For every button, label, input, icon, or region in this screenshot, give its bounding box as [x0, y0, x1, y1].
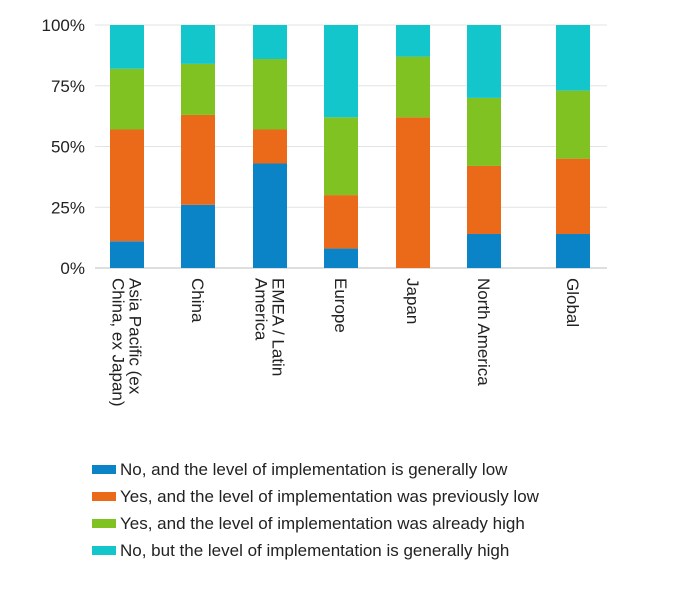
bar-segment: [253, 129, 287, 164]
y-tick-label: 50%: [51, 138, 85, 157]
x-category-label: America: [252, 278, 271, 341]
y-axis: 0% 25% 50% 75% 100%: [42, 16, 85, 278]
y-tick-label: 100%: [42, 16, 85, 35]
bar-segment: [181, 63, 215, 115]
legend-item: No, but the level of implementation is g…: [92, 537, 539, 564]
legend-swatch: [92, 492, 116, 501]
y-tick-label: 75%: [51, 77, 85, 96]
y-tick-label: 0%: [60, 259, 85, 278]
bar-segment: [253, 163, 287, 268]
bar-segment: [324, 248, 358, 268]
bar-segment: [396, 117, 430, 268]
legend-label: No, and the level of implementation is g…: [120, 459, 508, 479]
bar-segment: [324, 195, 358, 249]
legend-item: No, and the level of implementation is g…: [92, 456, 539, 483]
x-category-label: China, ex Japan): [109, 278, 128, 407]
bar-segment: [110, 25, 144, 69]
bar-segment: [467, 233, 501, 268]
bar-segment: [110, 68, 144, 130]
bar-segment: [253, 59, 287, 130]
legend: No, and the level of implementation is g…: [92, 456, 539, 564]
bar-segment: [467, 25, 501, 98]
legend-label: No, but the level of implementation is g…: [120, 540, 510, 560]
bar-segment: [181, 204, 215, 268]
x-category-label: North America: [474, 278, 493, 386]
legend-swatch: [92, 546, 116, 555]
bars: [110, 25, 590, 268]
bar-segment: [396, 56, 430, 118]
legend-label: Yes, and the level of implementation was…: [120, 513, 525, 533]
x-category-label: Japan: [403, 278, 422, 324]
legend-swatch: [92, 465, 116, 474]
legend-item: Yes, and the level of implementation was…: [92, 510, 539, 537]
bar-segment: [324, 25, 358, 118]
x-category-label: Asia Pacific (ex: [126, 278, 145, 395]
bar-segment: [556, 158, 590, 234]
legend-label: Yes, and the level of implementation was…: [120, 486, 539, 506]
legend-item: Yes, and the level of implementation was…: [92, 483, 539, 510]
bar-segment: [324, 117, 358, 196]
bar-segment: [181, 25, 215, 64]
bar-segment: [467, 165, 501, 234]
x-category-label: China: [188, 278, 207, 323]
bar-segment: [556, 90, 590, 159]
bar-segment: [110, 241, 144, 268]
bar-segment: [110, 129, 144, 242]
bar-segment: [181, 114, 215, 205]
x-category-label: Europe: [331, 278, 350, 333]
y-tick-label: 25%: [51, 198, 85, 217]
bar-segment: [396, 25, 430, 57]
x-category-label: EMEA / Latin: [269, 278, 288, 376]
bar-segment: [556, 25, 590, 91]
x-category-label: Global: [563, 278, 582, 327]
bar-segment: [467, 97, 501, 166]
bar-segment: [556, 233, 590, 268]
legend-swatch: [92, 519, 116, 528]
bar-segment: [253, 25, 287, 60]
